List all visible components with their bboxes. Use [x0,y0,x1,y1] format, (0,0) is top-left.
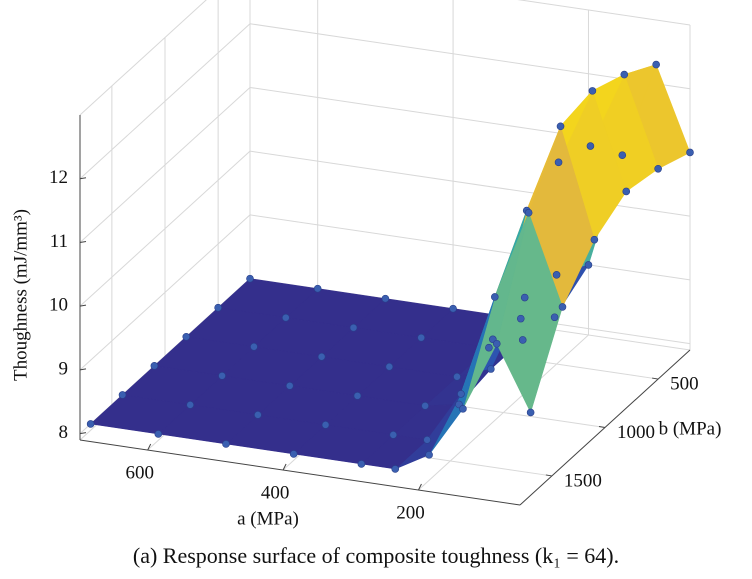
y-axis-label: b (MPa) [659,418,722,439]
y-tick-label: 1000 [617,422,655,443]
data-point [285,382,294,390]
data-point [150,362,159,370]
data-point [459,405,467,413]
data-point [357,460,366,468]
y-tick-label: 500 [670,373,699,394]
y-tick [545,474,552,477]
x-tick-label: 200 [396,502,425,523]
data-point [321,421,330,429]
y-tick [598,426,606,428]
caption: (a) Response surface of composite toughn… [133,543,619,568]
data-point [385,362,394,371]
x-tick [282,463,287,471]
z-tick [79,240,87,243]
z-tick [79,177,87,180]
data-point [118,391,127,399]
data-point [584,261,593,269]
data-point [313,284,322,293]
data-point [186,401,194,409]
data-point [250,342,258,351]
data-point [492,339,501,348]
data-point [214,303,222,312]
data-point [254,411,262,419]
z-tick-label: 12 [49,167,68,188]
data-point [524,208,533,217]
x-tick-label: 600 [125,462,154,483]
data-point [552,271,561,279]
data-point [652,60,660,69]
data-point [353,392,362,400]
z-tick-label: 8 [59,422,69,443]
data-point [246,274,254,283]
x-tick-label: 400 [261,482,290,503]
data-point [417,333,426,342]
z-tick [79,304,87,307]
data-point [425,451,433,459]
z-tick-label: 11 [50,231,68,252]
data-point [520,293,529,302]
z-tick [79,432,87,435]
grid-line [249,214,691,281]
data-point [491,293,499,301]
data-point [391,465,400,473]
data-point [282,313,290,322]
data-point [622,187,631,196]
data-point [453,372,461,381]
data-point [389,431,398,439]
data-point [588,87,597,95]
data-point [516,314,525,323]
data-point [554,158,563,167]
data-point [457,390,465,398]
data-point [154,430,163,438]
data-point [620,70,629,79]
data-point [550,313,559,322]
data-point [558,303,567,311]
data-point [182,332,191,341]
data-point [317,352,326,361]
data-point [423,436,431,444]
z-tick [79,368,87,371]
data-point [86,420,95,428]
data-point [518,336,527,344]
grid-line [249,23,691,90]
z-tick-label: 10 [49,295,68,316]
data-point [618,151,627,159]
data-point [222,440,230,448]
data-point [218,372,226,380]
data-point [421,402,429,410]
y-tick-label: 1500 [564,470,602,491]
y-tick [652,377,659,380]
data-point [586,142,595,150]
data-point [686,148,694,157]
x-tick [147,443,152,451]
data-point [526,408,535,417]
box-edge [517,0,691,26]
data-point [590,235,599,244]
data-point [485,343,493,352]
data-point [654,164,662,173]
x-axis-label: a (MPa) [237,508,299,529]
data-point [349,323,358,332]
data-point [487,365,495,373]
x-tick [418,483,422,491]
data-point [289,450,298,458]
data-point [449,304,457,313]
data-point [556,122,565,131]
x-axis [79,439,521,506]
data-point [381,294,390,303]
z-tick-label: 9 [59,358,69,379]
z-axis-label: Thoughness (mJ/mm³) [10,209,31,381]
